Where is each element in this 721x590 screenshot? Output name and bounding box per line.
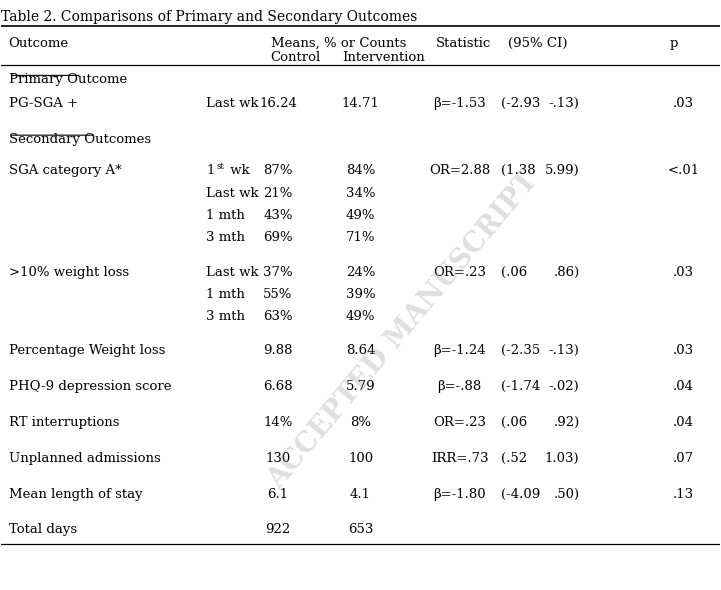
Text: β=-1.24: β=-1.24	[433, 345, 486, 358]
Text: OR=.23: OR=.23	[433, 416, 486, 429]
Text: 5.99): 5.99)	[545, 165, 580, 178]
Text: .86): .86)	[553, 266, 580, 278]
Text: (.06: (.06	[500, 416, 527, 429]
Text: (-2.93: (-2.93	[500, 97, 540, 110]
Text: 16.24: 16.24	[259, 97, 297, 110]
Text: Intervention: Intervention	[342, 51, 425, 64]
Text: OR=2.88: OR=2.88	[429, 165, 490, 178]
Text: β=-.88: β=-.88	[438, 380, 482, 393]
Text: SGA category A*: SGA category A*	[9, 165, 121, 178]
Text: 34%: 34%	[346, 186, 375, 200]
Text: 5.79: 5.79	[345, 380, 376, 393]
Text: .07: .07	[673, 452, 694, 465]
Text: .03: .03	[673, 266, 694, 278]
Text: 1.03): 1.03)	[545, 452, 580, 465]
Text: -.13): -.13)	[549, 97, 580, 110]
Text: 43%: 43%	[263, 209, 293, 222]
Text: 49%: 49%	[346, 209, 375, 222]
Text: 8%: 8%	[350, 416, 371, 429]
Text: (-2.35: (-2.35	[500, 345, 540, 358]
Text: 1: 1	[206, 165, 214, 178]
Text: (-1.74: (-1.74	[500, 380, 540, 393]
Text: 130: 130	[265, 452, 291, 465]
Text: OR=.23: OR=.23	[433, 266, 486, 278]
Text: RT interruptions: RT interruptions	[9, 416, 119, 429]
Text: IRR=.73: IRR=.73	[431, 452, 488, 465]
Text: .92): .92)	[553, 416, 580, 429]
Text: 39%: 39%	[345, 288, 376, 301]
Text: ACCEPTED MANUSCRIPT: ACCEPTED MANUSCRIPT	[263, 167, 544, 494]
Text: PG-SGA +: PG-SGA +	[9, 97, 78, 110]
Text: .04: .04	[673, 380, 694, 393]
Text: 8.64: 8.64	[346, 345, 375, 358]
Text: 21%: 21%	[263, 186, 293, 200]
Text: Control: Control	[270, 51, 321, 64]
Text: Secondary Outcomes: Secondary Outcomes	[9, 133, 151, 146]
Text: 49%: 49%	[346, 310, 375, 323]
Text: -.13): -.13)	[549, 345, 580, 358]
Text: .03: .03	[673, 97, 694, 110]
Text: .03: .03	[673, 345, 694, 358]
Text: Last wk: Last wk	[206, 186, 259, 200]
Text: 87%: 87%	[263, 165, 293, 178]
Text: PHQ-9 depression score: PHQ-9 depression score	[9, 380, 171, 393]
Text: 63%: 63%	[263, 310, 293, 323]
Text: 922: 922	[265, 523, 291, 536]
Text: 3 mth: 3 mth	[206, 310, 245, 323]
Text: (1.38: (1.38	[500, 165, 535, 178]
Text: >10% weight loss: >10% weight loss	[9, 266, 128, 278]
Text: 14.71: 14.71	[342, 97, 379, 110]
Text: 100: 100	[348, 452, 373, 465]
Text: Outcome: Outcome	[9, 37, 68, 50]
Text: 4.1: 4.1	[350, 487, 371, 500]
Text: Total days: Total days	[9, 523, 76, 536]
Text: 37%: 37%	[263, 266, 293, 278]
Text: wk: wk	[226, 165, 250, 178]
Text: Primary Outcome: Primary Outcome	[9, 73, 127, 86]
Text: Last wk: Last wk	[206, 266, 259, 278]
Text: Percentage Weight loss: Percentage Weight loss	[9, 345, 165, 358]
Text: 1 mth: 1 mth	[206, 288, 245, 301]
Text: β=-1.80: β=-1.80	[433, 487, 486, 500]
Text: <.01: <.01	[668, 165, 700, 178]
Text: Mean length of stay: Mean length of stay	[9, 487, 142, 500]
Text: .13: .13	[673, 487, 694, 500]
Text: (.52: (.52	[500, 452, 526, 465]
Text: (95% CI): (95% CI)	[508, 37, 567, 50]
Text: Statistic: Statistic	[436, 37, 491, 50]
Text: 24%: 24%	[346, 266, 375, 278]
Text: 6.1: 6.1	[267, 487, 288, 500]
Text: Table 2. Comparisons of Primary and Secondary Outcomes: Table 2. Comparisons of Primary and Seco…	[1, 10, 417, 24]
Text: Last wk: Last wk	[206, 97, 259, 110]
Text: .04: .04	[673, 416, 694, 429]
Text: β=-1.53: β=-1.53	[433, 97, 486, 110]
Text: (-4.09: (-4.09	[500, 487, 540, 500]
Text: 84%: 84%	[346, 165, 375, 178]
Text: 6.68: 6.68	[263, 380, 293, 393]
Text: 653: 653	[348, 523, 373, 536]
Text: Unplanned admissions: Unplanned admissions	[9, 452, 160, 465]
Text: 1 mth: 1 mth	[206, 209, 245, 222]
Text: .50): .50)	[554, 487, 580, 500]
Text: (.06: (.06	[500, 266, 527, 278]
Text: 71%: 71%	[346, 231, 375, 244]
Text: 3 mth: 3 mth	[206, 231, 245, 244]
Text: 55%: 55%	[263, 288, 293, 301]
Text: p: p	[669, 37, 678, 50]
Text: 14%: 14%	[263, 416, 293, 429]
Text: 69%: 69%	[263, 231, 293, 244]
Text: Means, % or Counts: Means, % or Counts	[270, 37, 406, 50]
Text: st: st	[217, 162, 225, 171]
Text: 9.88: 9.88	[263, 345, 293, 358]
Text: -.02): -.02)	[549, 380, 580, 393]
